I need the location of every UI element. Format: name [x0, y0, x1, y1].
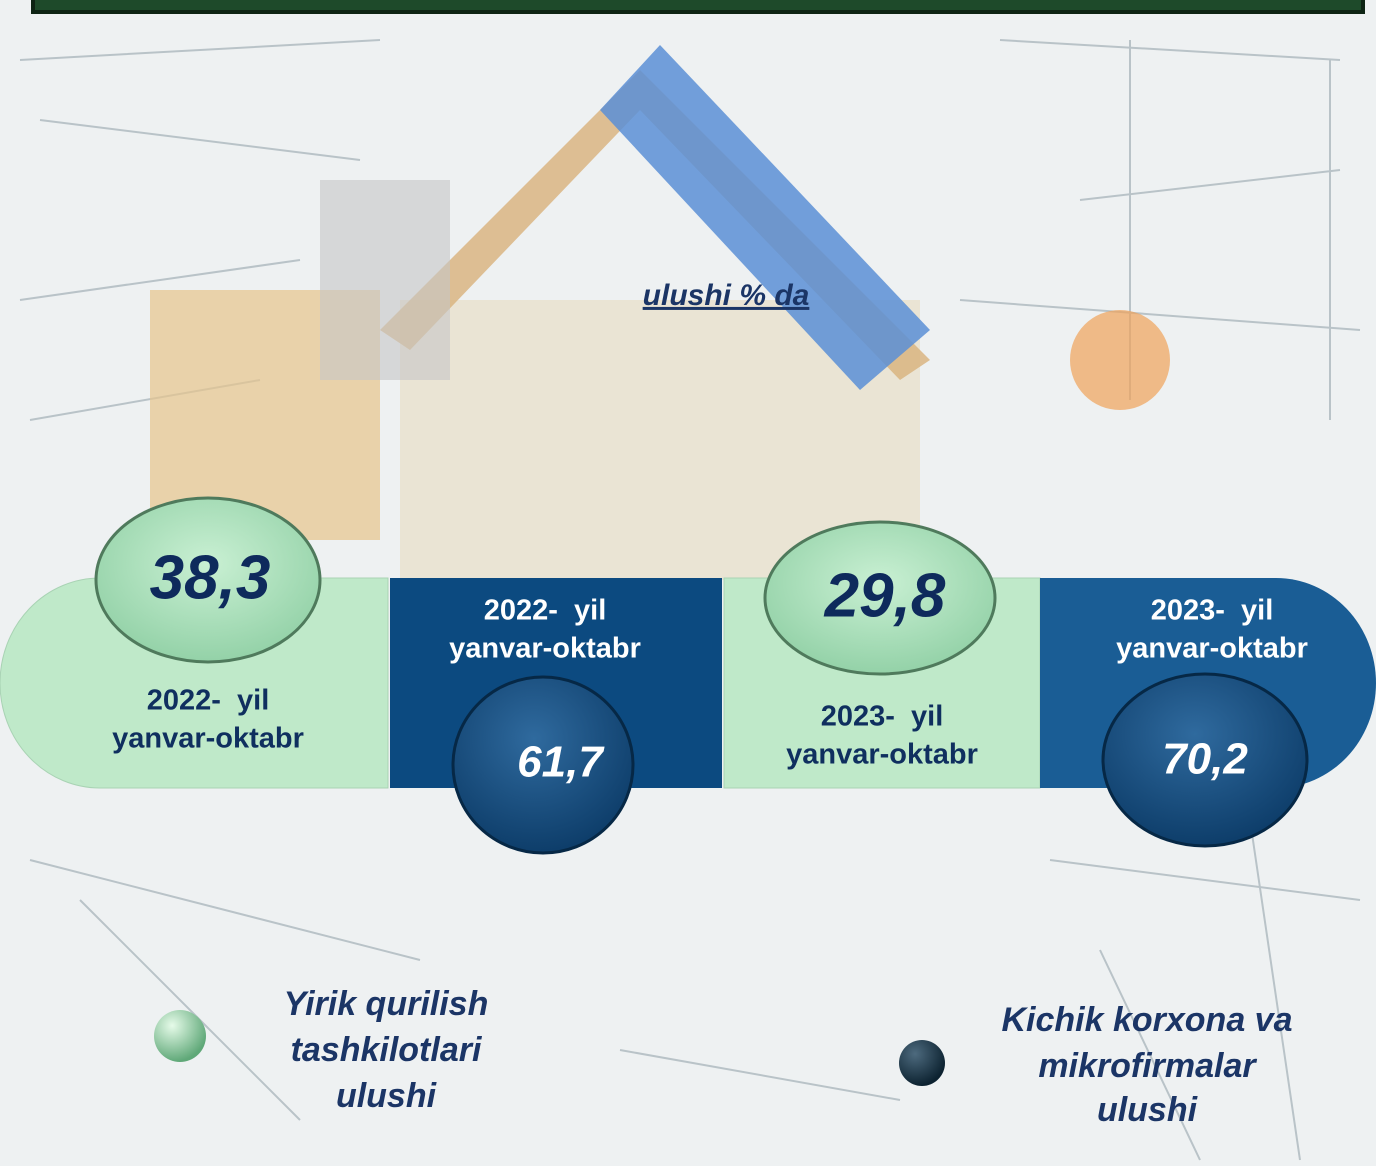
value: 29,8 — [824, 561, 946, 630]
value-circle — [763, 520, 997, 676]
period-months: yanvar-oktabr — [1116, 633, 1308, 665]
legend-text: tashkilotlari — [291, 1031, 483, 1069]
value-circle — [451, 675, 635, 855]
period-months: yanvar-oktabr — [449, 633, 641, 665]
legend-marker — [899, 1040, 945, 1086]
legend-marker — [154, 1010, 206, 1062]
legend-text: ulushi — [336, 1077, 438, 1115]
legend-text: Kichik korxona va — [1001, 1001, 1292, 1039]
unit-label: ulushi % da — [643, 279, 810, 312]
period-year: 2023- yil — [1151, 595, 1274, 627]
background-sketch — [19, 39, 1361, 1161]
value-circle — [1101, 672, 1309, 848]
period-months: yanvar-oktabr — [786, 739, 978, 771]
value: 61,7 — [517, 738, 605, 787]
value: 38,3 — [150, 543, 271, 612]
period-year: 2022- yil — [147, 685, 270, 717]
legend-text: ulushi — [1097, 1091, 1199, 1129]
period-year: 2023- yil — [821, 701, 944, 733]
house-illustration — [150, 45, 1170, 580]
value-circle — [94, 496, 322, 664]
value: 70,2 — [1162, 735, 1248, 784]
header-bar — [31, 0, 1365, 14]
period-year: 2022- yil — [484, 595, 607, 627]
legend-text: mikrofirmalar — [1038, 1047, 1257, 1085]
legend-text: Yirik qurilish — [284, 985, 489, 1023]
period-months: yanvar-oktabr — [112, 723, 304, 755]
